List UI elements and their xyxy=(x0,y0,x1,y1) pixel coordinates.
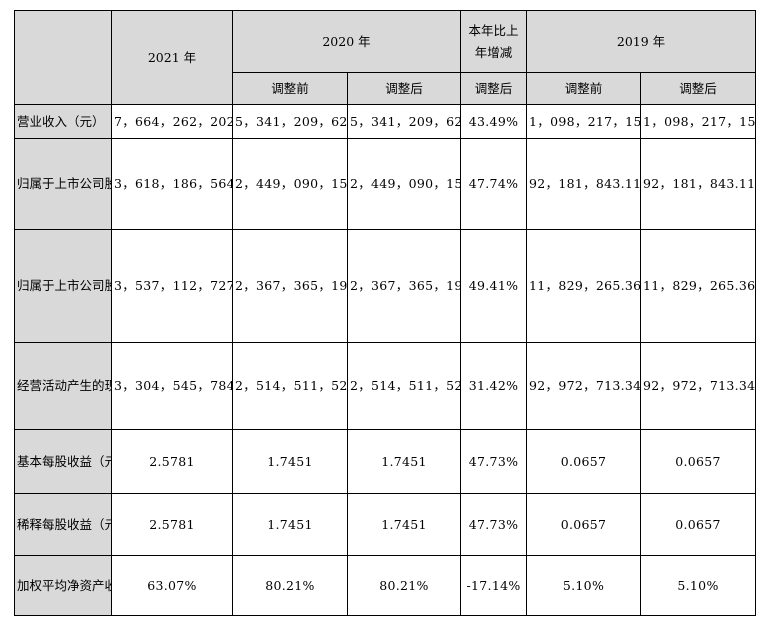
value-2021: 63.07% xyxy=(111,555,233,616)
value-2021: 2.5781 xyxy=(111,429,233,494)
value-2020-after: 2，514，511，529.56 xyxy=(346,342,462,430)
header-2020: 2020 年 xyxy=(231,10,462,73)
row-label: 经营活动产生的现金流量净额（元） xyxy=(14,342,112,430)
header-2019-after-adjustment: 调整后 xyxy=(640,72,757,105)
value-2020-before: 2，514，511，529.56 xyxy=(232,342,348,430)
row-label: 基本每股收益（元/股） xyxy=(14,429,112,494)
value-2019-after: 92，181，843.11 xyxy=(640,138,757,230)
value-2020-after: 5，341，209，627.83 xyxy=(346,104,462,139)
value-yoy: 49.41% xyxy=(460,229,528,343)
value-2021: 3，537，112，727.59 xyxy=(111,229,233,343)
table-row: 归属于上市公司股东的扣除非经常性损益的净利润（元） 3，537，112，727.… xyxy=(14,229,757,343)
table-row: 营业收入（元） 7，664，262，202.27 5，341，209，627.8… xyxy=(14,104,757,139)
value-2019-before: 92，181，843.11 xyxy=(526,138,642,230)
value-2019-after: 0.0657 xyxy=(640,429,757,494)
value-yoy: 47.74% xyxy=(460,138,528,230)
value-2021: 3，304，545，784.75 xyxy=(111,342,233,430)
value-2021: 7，664，262，202.27 xyxy=(111,104,233,139)
value-2020-before: 2，367，365，192.11 xyxy=(232,229,348,343)
row-label: 营业收入（元） xyxy=(14,104,112,139)
value-yoy: 31.42% xyxy=(460,342,528,430)
value-2019-after: 1，098，217，159.07 xyxy=(640,104,757,139)
value-2019-before: 5.10% xyxy=(526,555,642,616)
header-2019-before-adjustment: 调整前 xyxy=(526,72,642,105)
row-label: 稀释每股收益（元/股） xyxy=(14,493,112,556)
value-2019-before: 1，098，217，159.07 xyxy=(526,104,642,139)
table-row: 稀释每股收益（元/股） 2.5781 1.7451 1.7451 47.73% … xyxy=(14,493,757,556)
header-corner-cell xyxy=(14,10,112,105)
table-row: 基本每股收益（元/股） 2.5781 1.7451 1.7451 47.73% … xyxy=(14,429,757,494)
value-2020-before: 80.21% xyxy=(232,555,348,616)
value-2020-after: 2，449，090，154.35 xyxy=(346,138,462,230)
header-yoy-change: 本年比上年增减 xyxy=(460,10,528,73)
value-2019-before: 0.0657 xyxy=(526,429,642,494)
table-row: 加权平均净资产收益率 63.07% 80.21% 80.21% -17.14% … xyxy=(14,555,757,616)
value-2020-after: 80.21% xyxy=(346,555,462,616)
row-label: 归属于上市公司股东的净利润（元） xyxy=(14,138,112,230)
value-yoy: 47.73% xyxy=(460,493,528,556)
value-2019-after: 0.0657 xyxy=(640,493,757,556)
value-2019-after: 11，829，265.36 xyxy=(640,229,757,343)
value-2020-after: 2，367，365，192.11 xyxy=(346,229,462,343)
row-label: 归属于上市公司股东的扣除非经常性损益的净利润（元） xyxy=(14,229,112,343)
value-2021: 2.5781 xyxy=(111,493,233,556)
header-2020-before-adjustment: 调整前 xyxy=(232,72,348,105)
value-2020-before: 1.7451 xyxy=(232,493,348,556)
header-2019: 2019 年 xyxy=(526,10,757,73)
value-2019-after: 92，972，713.34 xyxy=(640,342,757,430)
value-yoy: 43.49% xyxy=(460,104,528,139)
value-2020-after: 1.7451 xyxy=(346,493,462,556)
value-2019-before: 0.0657 xyxy=(526,493,642,556)
value-2019-before: 92，972，713.34 xyxy=(526,342,642,430)
value-2021: 3，618，186，564.12 xyxy=(111,138,233,230)
value-yoy: -17.14% xyxy=(460,555,528,616)
header-2021: 2021 年 xyxy=(111,10,233,105)
value-yoy: 47.73% xyxy=(460,429,528,494)
value-2020-after: 1.7451 xyxy=(346,429,462,494)
table-row: 归属于上市公司股东的净利润（元） 3，618，186，564.12 2，449，… xyxy=(14,138,757,230)
value-2020-before: 5，341，209，627.83 xyxy=(232,104,348,139)
header-row-sub: 调整前 调整后 调整后 调整前 调整后 xyxy=(15,72,757,105)
value-2020-before: 2，449，090，154.35 xyxy=(232,138,348,230)
header-yoy-after-adjustment: 调整后 xyxy=(460,72,528,105)
value-2020-before: 1.7451 xyxy=(232,429,348,494)
value-2019-before: 11，829，265.36 xyxy=(526,229,642,343)
table-row: 经营活动产生的现金流量净额（元） 3，304，545，784.75 2，514，… xyxy=(14,342,757,430)
row-label: 加权平均净资产收益率 xyxy=(14,555,112,616)
header-row-top: 2021 年 2020 年 本年比上年增减 2019 年 xyxy=(14,10,757,105)
financial-data-table: 2021 年 2020 年 本年比上年增减 2019 年 调整前 调整后 调整后… xyxy=(14,10,757,616)
header-2020-after-adjustment: 调整后 xyxy=(346,72,462,105)
value-2019-after: 5.10% xyxy=(640,555,757,616)
